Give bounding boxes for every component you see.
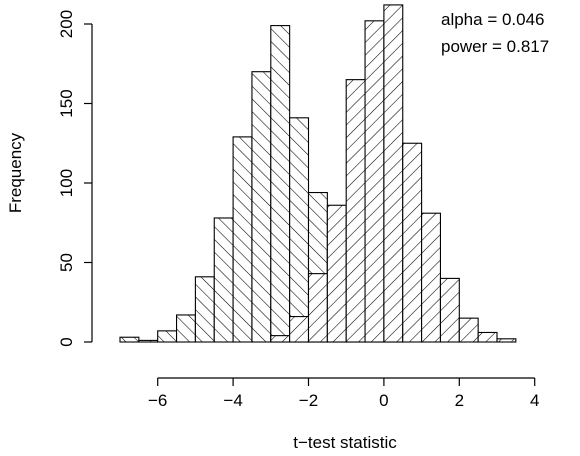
x-tick-label: −6 xyxy=(148,391,167,410)
histogram-bar-backslash-4 xyxy=(194,276,215,343)
y-axis-title: Frequency xyxy=(6,132,25,213)
power-annotation: power = 0.817 xyxy=(441,37,549,56)
histogram-bar-backslash-6 xyxy=(232,136,253,343)
histogram-bar-slash-10 xyxy=(458,317,479,343)
histogram-bar-slash-12 xyxy=(496,338,517,343)
histogram-bar-backslash-0 xyxy=(119,336,140,343)
x-tick-label: −2 xyxy=(299,391,318,410)
histogram-bar-slash-4 xyxy=(345,79,366,343)
y-tick-label: 150 xyxy=(57,89,76,117)
x-tick-label: −4 xyxy=(223,391,242,410)
x-axis-title: t−test statistic xyxy=(293,433,397,452)
histogram-bar-slash-7 xyxy=(402,142,423,343)
x-tick-label: 0 xyxy=(379,391,388,410)
histogram-bar-backslash-9 xyxy=(289,117,310,343)
histogram-bar-slash-3 xyxy=(326,204,347,343)
histogram-bar-slash-6 xyxy=(383,4,404,343)
x-tick-label: 4 xyxy=(530,391,539,410)
y-tick-label: 200 xyxy=(57,10,76,38)
histogram-bar-slash-2 xyxy=(307,273,328,343)
histogram-bar-backslash-2 xyxy=(157,330,178,343)
histogram-bar-slash-9 xyxy=(439,277,460,343)
histogram-bar-backslash-3 xyxy=(176,314,196,343)
histogram-bar-backslash-5 xyxy=(213,217,234,343)
histogram-bar-backslash-1 xyxy=(138,339,159,343)
y-tick-label: 100 xyxy=(57,169,76,197)
histogram-bars xyxy=(119,4,517,343)
histogram-bar-backslash-7 xyxy=(251,71,272,343)
histogram-bar-slash-11 xyxy=(477,331,498,343)
alpha-annotation: alpha = 0.046 xyxy=(441,10,545,29)
histogram-bar-slash-5 xyxy=(364,20,385,343)
histogram-bar-slash-8 xyxy=(421,212,442,343)
histogram-bar-slash-1 xyxy=(289,316,310,343)
x-axis: −6 −4 −2 0 2 4 xyxy=(148,377,539,410)
histogram-bar-slash-0 xyxy=(270,335,291,343)
histogram-bar-backslash-8 xyxy=(270,25,291,343)
y-tick-label: 0 xyxy=(57,337,76,346)
y-axis: 0 50 100 150 200 xyxy=(57,10,93,347)
x-tick-label: 2 xyxy=(455,391,464,410)
y-tick-label: 50 xyxy=(57,253,76,272)
